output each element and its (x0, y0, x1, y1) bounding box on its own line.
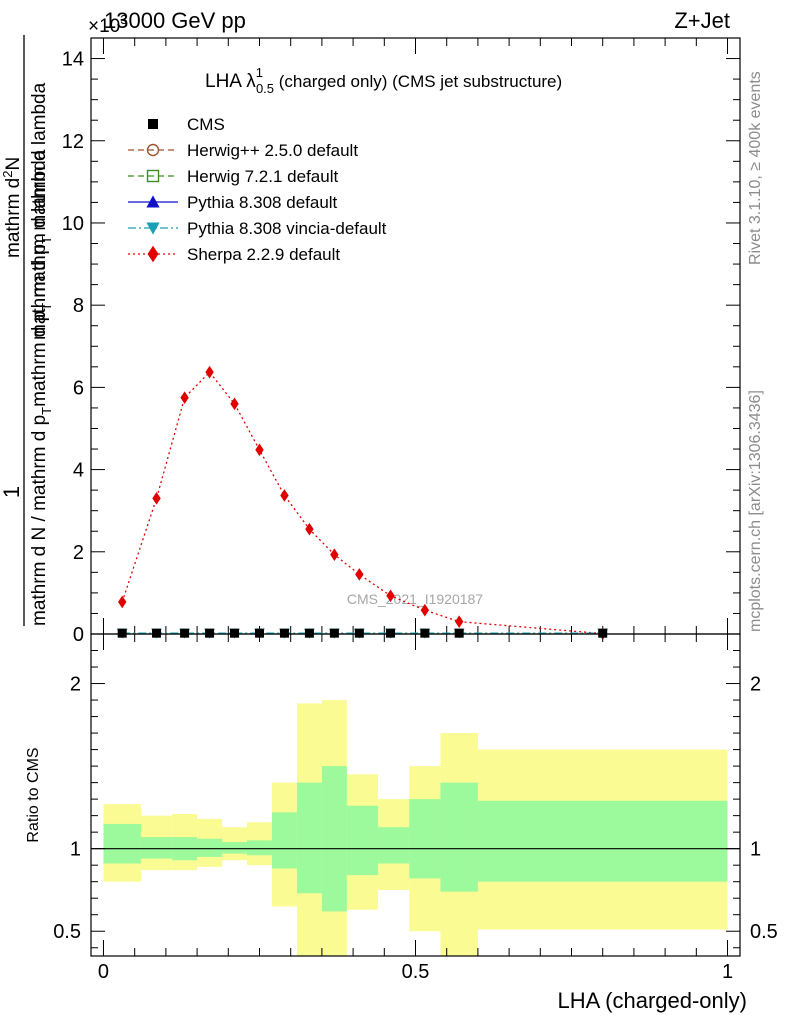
mcplots-label: mcplots.cern.ch [arXiv:1306.3436] (747, 390, 764, 632)
legend-label: Pythia 8.308 default (187, 193, 338, 212)
data-point (420, 628, 430, 638)
plot-title: LHA λ1 0.5 (charged only) (CMS jet substr… (205, 65, 562, 96)
ratio-y-tick-label-right: 1 (750, 839, 761, 861)
data-point (280, 489, 289, 502)
data-point (117, 628, 127, 638)
legend-marker (146, 169, 160, 183)
data-point (354, 628, 364, 638)
legend-label: CMS (187, 115, 225, 134)
y-label-upper-2: mathrm d pT mathrm d lambda (29, 82, 54, 340)
main-y-tick-label: 8 (73, 295, 84, 317)
data-point (180, 628, 190, 638)
stat-uncertainty-band (271, 812, 297, 869)
main-y-tick-labels: 0 2 4 6 8 10 12 14 (62, 49, 84, 646)
legend-marker (146, 195, 160, 208)
ratio-y-tick-label-left: 1 (70, 839, 81, 861)
x-tick-label: 0 (98, 961, 109, 983)
main-y-tick-label: 14 (62, 49, 84, 71)
legend-label: Herwig 7.2.1 default (187, 167, 338, 186)
data-point (180, 391, 189, 404)
main-y-axis-label: 1 mathrm d N / mathrm d pTmathrm d pT ma… (0, 35, 54, 626)
stat-uncertainty-band (409, 799, 441, 879)
legend-label: Pythia 8.308 vincia-default (187, 219, 387, 238)
ratio-y-tick-label-right: 2 (750, 674, 761, 696)
y-label-upper-1: mathrm d2N (0, 157, 24, 258)
main-y-tick-label: 10 (62, 213, 84, 235)
ratio-y-tick-label-right: 0.5 (750, 921, 778, 943)
data-point (386, 628, 396, 638)
main-y-tick-label: 2 (73, 542, 84, 564)
watermark: CMS_2021_I1920187 (347, 591, 483, 607)
x-tick-label: 0.5 (402, 961, 430, 983)
x-tick-label: 1 (722, 961, 733, 983)
stat-uncertainty-band (440, 782, 478, 892)
header-energy: 13000 GeV pp (104, 8, 246, 33)
main-y-tick-label: 4 (73, 460, 84, 482)
data-point (454, 615, 464, 628)
ratio-axis-ticks (91, 634, 740, 956)
stat-uncertainty-band (103, 823, 141, 864)
legend-label: Sherpa 2.2.9 default (187, 245, 340, 264)
legend-marker (146, 222, 160, 235)
stat-uncertainty-band (477, 800, 728, 882)
stat-uncertainty-band (140, 837, 173, 859)
main-y-tick-label: 0 (73, 624, 84, 646)
data-point (230, 397, 239, 411)
data-point (152, 628, 162, 638)
data-point (254, 628, 264, 638)
data-point (454, 628, 464, 638)
data-point (205, 628, 215, 638)
data-point (329, 628, 339, 638)
legend: CMS Herwig++ 2.5.0 default Herwig 7.2.1 de… (128, 115, 387, 264)
data-point (152, 492, 161, 505)
data-point (279, 628, 289, 638)
header-process: Z+Jet (674, 8, 730, 33)
legend-label: Herwig++ 2.5.0 default (187, 141, 358, 160)
stat-uncertainty-band (247, 840, 272, 856)
ratio-y-tick-labels: 0.5 0.5 1 1 2 2 (53, 674, 778, 944)
data-point (355, 568, 364, 581)
legend-marker (146, 143, 160, 157)
data-point (230, 628, 240, 638)
x-axis-label: LHA (charged-only) (557, 988, 747, 1013)
stat-uncertainty-band (378, 827, 410, 864)
data-point (305, 522, 314, 536)
ratio-y-axis-label: Ratio to CMS (25, 747, 42, 842)
y-label-denominator: mathrm d N / mathrm d pTmathrm d pT math… (29, 149, 54, 626)
ratio-y-tick-label-left: 0.5 (53, 921, 81, 943)
data-point (420, 603, 430, 617)
main-y-tick-label: 6 (73, 377, 84, 399)
stat-uncertainty-band (296, 782, 322, 894)
header-exponent: ×103 (88, 12, 127, 37)
data-point (386, 589, 395, 603)
data-point (118, 595, 127, 609)
x-tick-labels: 0 0.5 1 (98, 961, 733, 983)
stat-uncertainty-band (346, 805, 379, 876)
data-point (598, 628, 608, 638)
data-point (255, 443, 264, 457)
legend-marker (148, 119, 158, 129)
stat-uncertainty-band (197, 838, 223, 857)
legend-marker (147, 245, 159, 263)
ratio-bands (103, 700, 728, 956)
rivet-label: Rivet 3.1.10, ≥ 400k events (747, 71, 764, 265)
stat-uncertainty-band (321, 766, 347, 912)
main-y-tick-label: 12 (62, 131, 84, 153)
data-point (330, 548, 339, 561)
stat-uncertainty-band (222, 842, 248, 854)
data-point (205, 365, 214, 379)
ratio-y-tick-label-left: 2 (70, 674, 81, 696)
data-point (304, 628, 314, 638)
y-label-numerator: 1 (0, 486, 24, 498)
